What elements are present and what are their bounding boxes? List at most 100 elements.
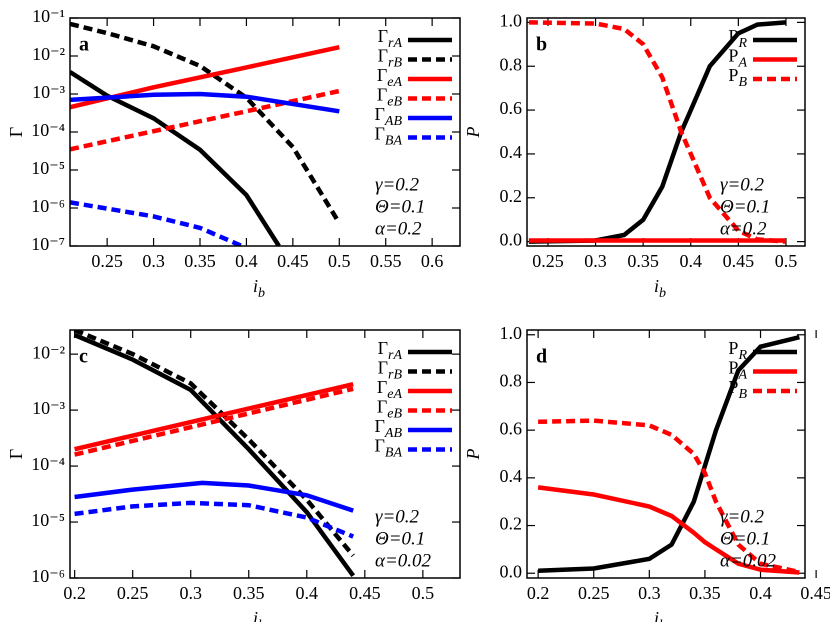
panel-label: a — [79, 34, 89, 56]
y-tick-label: 1.0 — [500, 323, 523, 343]
x-tick-label: 0.35 — [689, 583, 721, 603]
annotation: γ=0.2 — [720, 506, 765, 527]
y-tick-label: 10⁻⁷ — [31, 234, 65, 254]
x-tick-label: 0.5 — [775, 251, 798, 271]
data-line — [74, 500, 355, 539]
y-axis-label: P — [463, 127, 483, 139]
legend-label: ΓeA — [377, 65, 403, 90]
x-tick-label: 0.45 — [800, 583, 830, 603]
x-tick-label: 0.35 — [184, 251, 216, 271]
plot-frame — [69, 329, 461, 579]
x-tick-label: 0.45 — [723, 251, 755, 271]
panel-label: c — [79, 346, 88, 368]
legend-label: ΓBA — [374, 124, 402, 149]
annotation: γ=0.2 — [720, 174, 765, 195]
y-tick-label: 0.8 — [500, 371, 523, 391]
x-axis-label: ib — [654, 608, 666, 622]
annotation: γ=0.2 — [375, 174, 420, 195]
data-line — [74, 480, 354, 513]
data-line — [74, 386, 354, 457]
annotation: Θ=0.1 — [375, 528, 425, 549]
annotation: α=0.2 — [375, 218, 422, 239]
y-tick-label: 10⁻² — [32, 44, 65, 64]
legend-label: PB — [728, 65, 747, 90]
x-tick-label: 0.2 — [63, 583, 86, 603]
y-axis-label: Γ — [6, 449, 26, 459]
legend-label: ΓrA — [378, 338, 403, 363]
annotation: α=0.02 — [720, 550, 777, 571]
data-line — [538, 418, 800, 575]
y-tick-label: 1.0 — [500, 11, 523, 31]
annotation: γ=0.2 — [375, 506, 420, 527]
x-tick-label: 0.3 — [638, 583, 661, 603]
data-line — [73, 330, 355, 558]
legend-label: ΓrA — [378, 26, 403, 51]
plot-frame — [526, 17, 806, 247]
data-line — [537, 485, 800, 575]
x-axis-label: ib — [253, 276, 265, 301]
x-axis-label: ib — [253, 608, 265, 622]
panel: 0.2 0.25 0.3 0.35 0.4 0.450.00.20.40.60.81.0P… — [463, 323, 830, 622]
legend-label: ΓeB — [377, 397, 403, 422]
x-tick-label: 0.2 — [527, 583, 550, 603]
panel-label: d — [536, 346, 547, 368]
plot-frame — [526, 329, 806, 579]
y-tick-label: 0.6 — [500, 418, 523, 438]
x-axis-label: ib — [654, 276, 666, 301]
x-tick-label: 0.25 — [91, 251, 123, 271]
data-line — [70, 88, 340, 152]
y-tick-label: 10⁻⁵ — [31, 158, 65, 178]
x-tick-label: 0.4 — [296, 583, 319, 603]
y-tick-label: 10⁻⁴ — [31, 120, 65, 140]
y-tick-label: 10⁻⁶ — [31, 196, 65, 216]
data-line — [73, 332, 356, 578]
data-line — [70, 91, 340, 114]
legend-label: ΓAB — [374, 416, 402, 441]
data-line — [528, 20, 787, 244]
x-tick-label: 0.5 — [412, 583, 435, 603]
annotation: Θ=0.1 — [720, 528, 770, 549]
legend-label: ΓeB — [377, 85, 403, 110]
x-tick-label: 0.3 — [584, 251, 607, 271]
data-line — [70, 200, 243, 246]
annotation: α=0.02 — [375, 550, 432, 571]
x-tick-label: 0.4 — [235, 251, 258, 271]
legend-label: ΓBA — [374, 436, 402, 461]
panel-label: b — [536, 34, 547, 56]
annotation: α=0.2 — [720, 218, 767, 239]
data-line — [74, 382, 354, 452]
x-tick-label: 0.25 — [117, 583, 149, 603]
legend-label: PA — [728, 358, 747, 383]
x-tick-label: 0.45 — [277, 251, 309, 271]
panel: 0.25 0.3 0.35 0.4 0.45 0.5 0.0 0.2 0.4 0.6 0.8 1.0 P… — [463, 11, 806, 301]
legend-label: ΓeA — [377, 377, 403, 402]
data-line — [70, 70, 281, 246]
y-tick-label: 10⁻⁶ — [31, 566, 65, 586]
legend-label: PB — [728, 377, 747, 402]
legend-label: PR — [728, 26, 747, 51]
y-tick-label: 0.2 — [500, 514, 523, 534]
x-tick-label: 0.25 — [578, 583, 610, 603]
panel: 0.2 0.25 0.3 0.35 0.4 0.45 0.5 10⁻⁶ 10⁻⁵ 10⁻⁴ 10⁻³… — [6, 329, 461, 622]
legend-label: PR — [728, 338, 747, 363]
legend-label: ΓAB — [374, 104, 402, 129]
legend-label: ΓrB — [378, 358, 403, 383]
y-tick-label: 0.4 — [500, 466, 523, 486]
y-axis-label: Γ — [6, 127, 26, 137]
x-tick-label: 0.45 — [349, 583, 381, 603]
x-tick-label: 0.5 — [328, 251, 351, 271]
x-tick-label: 0.6 — [421, 251, 444, 271]
y-tick-label: 0.6 — [500, 98, 523, 118]
y-tick-label: 10⁻³ — [32, 82, 66, 102]
x-tick-label: 0.3 — [142, 251, 165, 271]
y-axis-label: P — [463, 449, 483, 461]
y-tick-label: 0.0 — [500, 561, 523, 581]
panel: 0.25 0.3 0.35 0.4 0.45 0.5 0.55 0.6 10⁻⁷ 10⁻⁶ 10⁻⁵… — [6, 6, 461, 301]
y-tick-label: 10⁻⁵ — [31, 510, 65, 530]
x-tick-label: 0.35 — [233, 583, 265, 603]
y-tick-label: 0.8 — [500, 54, 523, 74]
plot-frame — [69, 17, 461, 247]
x-tick-label: 0.4 — [680, 251, 703, 271]
x-tick-label: 0.35 — [627, 251, 659, 271]
